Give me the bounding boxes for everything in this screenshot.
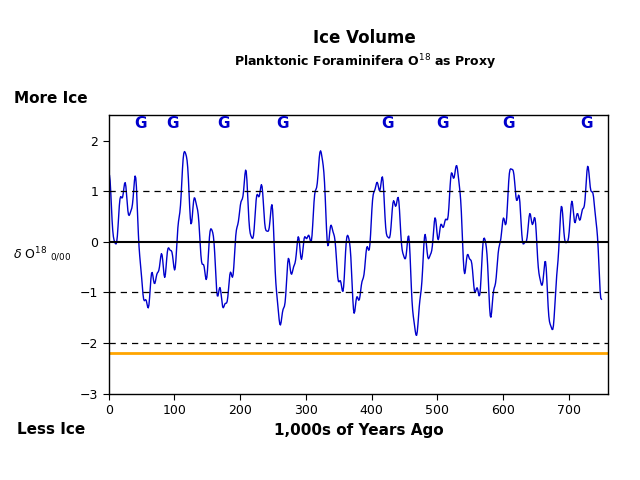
Text: $\delta$ O$^{18}$ $_{0/00}$: $\delta$ O$^{18}$ $_{0/00}$: [13, 245, 71, 264]
Text: G: G: [381, 116, 394, 132]
Text: G: G: [218, 116, 230, 132]
Text: G: G: [580, 116, 593, 132]
Text: Less Ice: Less Ice: [17, 422, 85, 437]
Text: Planktonic Foraminifera O$^{18}$ as Proxy: Planktonic Foraminifera O$^{18}$ as Prox…: [234, 53, 496, 72]
Text: G: G: [166, 116, 179, 132]
Text: G: G: [134, 116, 147, 132]
X-axis label: 1,000s of Years Ago: 1,000s of Years Ago: [273, 422, 444, 438]
Text: G: G: [276, 116, 289, 132]
Text: More Ice: More Ice: [14, 91, 88, 106]
Text: G: G: [436, 116, 449, 132]
Text: Ice Volume: Ice Volume: [314, 29, 416, 48]
Text: G: G: [502, 116, 515, 132]
